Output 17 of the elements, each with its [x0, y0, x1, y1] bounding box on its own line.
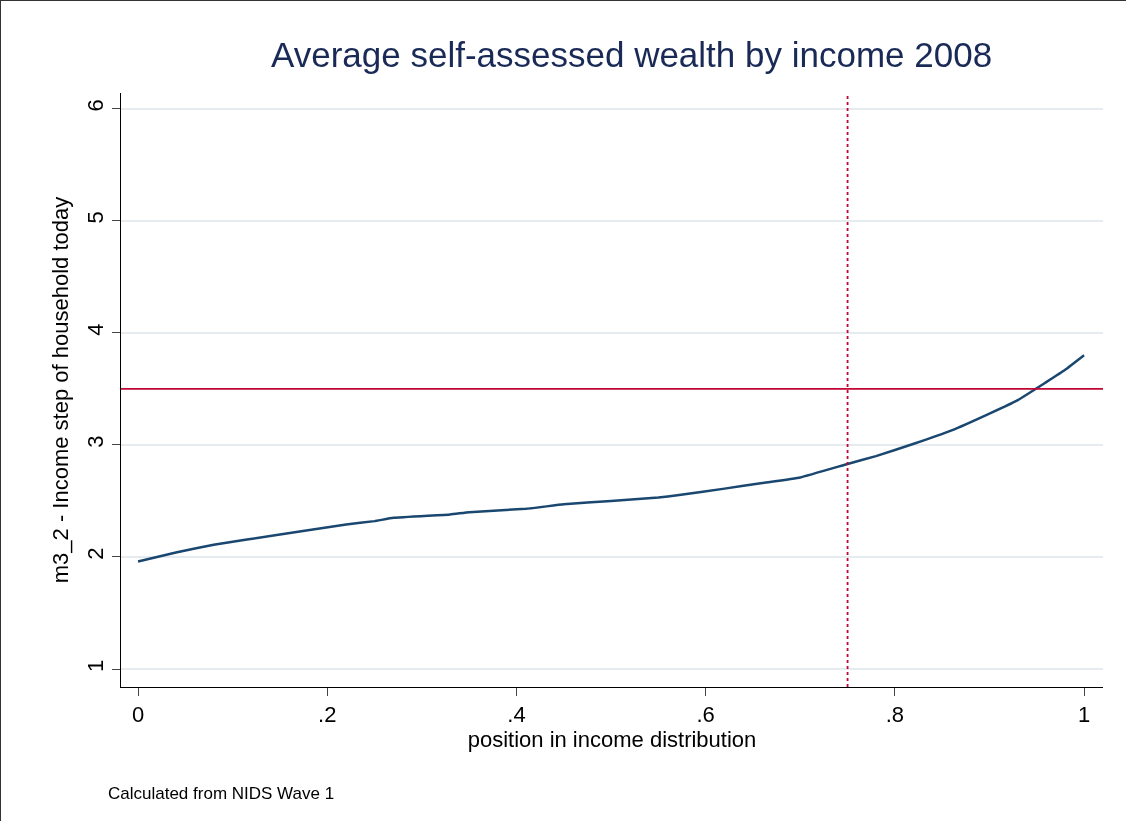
- chart-title: Average self-assessed wealth by income 2008: [270, 34, 993, 74]
- x-tick-label: 0: [131, 702, 145, 728]
- y-tick-label: 4: [83, 323, 109, 336]
- text: Calculated from NIDS Wave 1: [108, 784, 335, 803]
- y-tick-label: 6: [83, 99, 109, 112]
- x-tick-label: .4: [507, 702, 526, 728]
- x-tick-label: .2: [318, 702, 337, 728]
- y-tick-label: 1: [83, 659, 109, 672]
- y-tick-label: 3: [83, 435, 109, 448]
- y-tick-label: 5: [83, 211, 109, 224]
- x-tick-label: .8: [885, 702, 905, 728]
- x-tick-label: .6: [696, 702, 715, 728]
- x-axis-title: position in income distribution: [467, 727, 757, 753]
- x-tick-label: 1: [1077, 702, 1091, 728]
- y-tick-label: 2: [83, 547, 109, 560]
- line-series: [136, 354, 1086, 563]
- y-axis-title: m3_2 - Income step of household today: [48, 196, 73, 584]
